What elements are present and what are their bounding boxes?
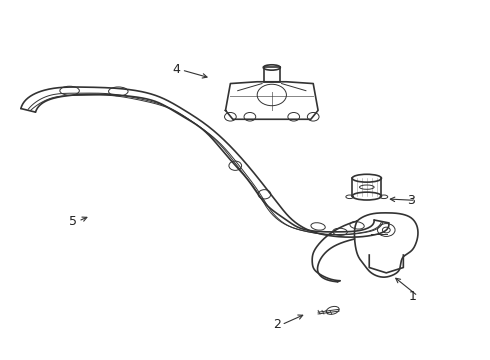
Text: 2: 2 [273, 318, 281, 331]
Text: 4: 4 [173, 63, 181, 76]
Text: 3: 3 [407, 194, 415, 207]
Text: 1: 1 [409, 289, 417, 303]
Text: 5: 5 [70, 215, 77, 228]
